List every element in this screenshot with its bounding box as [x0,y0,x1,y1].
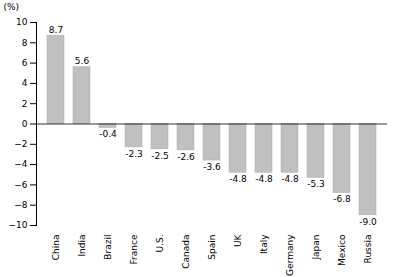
svg-text:8: 8 [22,38,28,48]
svg-text:6: 6 [22,58,28,68]
svg-text:China: China [51,235,61,261]
svg-text:-2.3: -2.3 [125,149,143,159]
svg-text:India: India [77,235,87,257]
svg-text:Brazil: Brazil [103,235,113,260]
svg-text:-3.6: -3.6 [203,162,221,172]
svg-text:0: 0 [22,119,28,129]
svg-text:U.S.: U.S. [155,235,165,253]
svg-text:4: 4 [22,78,28,88]
svg-text:Mexico: Mexico [337,234,347,266]
svg-text:Russia: Russia [363,235,373,264]
svg-text:-0.4: -0.4 [99,129,117,139]
svg-text:Japan: Japan [311,235,321,261]
svg-text:10: 10 [16,17,28,27]
svg-text:Spain: Spain [207,235,217,260]
svg-text:-6.8: -6.8 [333,194,351,204]
svg-text:-4.8: -4.8 [281,174,299,184]
svg-text:2: 2 [22,99,28,109]
svg-text:−10: −10 [9,220,28,230]
svg-text:−6: −6 [14,180,28,190]
svg-text:(%): (%) [4,2,20,12]
svg-text:Italy: Italy [259,234,269,254]
svg-text:−4: −4 [14,159,28,169]
svg-text:Canada: Canada [181,235,191,269]
svg-text:UK: UK [233,233,243,247]
svg-text:-9.0: -9.0 [359,217,377,227]
svg-text:-4.8: -4.8 [255,174,273,184]
svg-text:Germany: Germany [285,234,295,276]
svg-text:5.6: 5.6 [75,56,90,66]
svg-text:France: France [129,234,139,264]
svg-text:−2: −2 [14,139,27,149]
svg-text:-2.5: -2.5 [151,151,169,161]
svg-text:-5.3: -5.3 [307,179,325,189]
svg-text:-4.8: -4.8 [229,174,247,184]
svg-text:-2.6: -2.6 [177,152,195,162]
svg-text:−8: −8 [14,200,28,210]
svg-text:8.7: 8.7 [49,25,63,35]
